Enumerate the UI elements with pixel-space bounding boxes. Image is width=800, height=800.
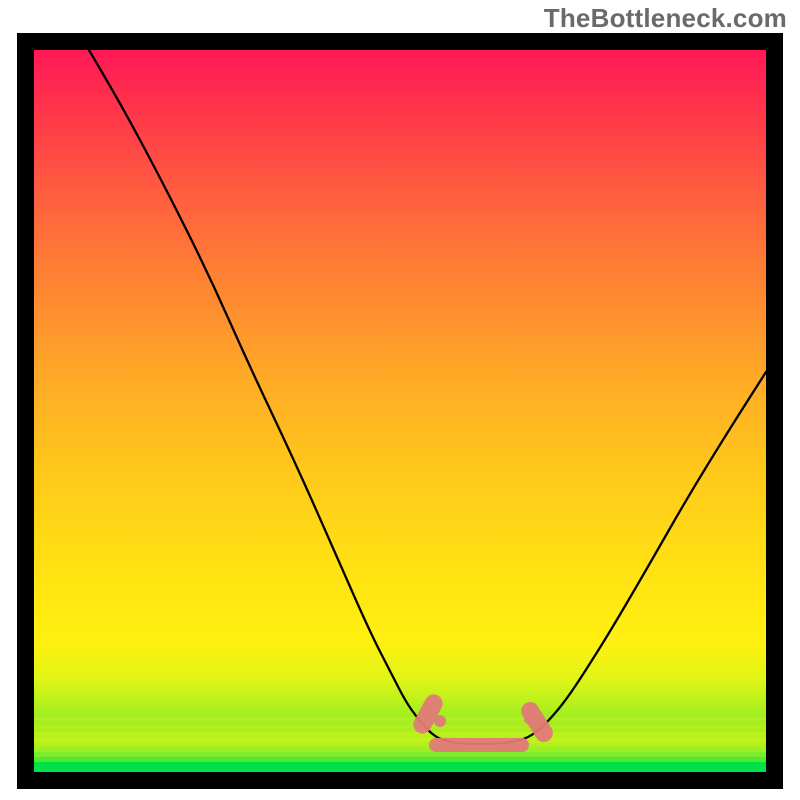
watermark-text: TheBottleneck.com xyxy=(544,3,787,34)
gradient-background xyxy=(34,50,766,772)
bottom-band-6 xyxy=(34,732,766,738)
bottom-band-8 xyxy=(34,717,766,725)
bottom-band-2 xyxy=(34,752,766,757)
plot-area xyxy=(34,50,766,772)
highlight-band-0 xyxy=(422,703,433,724)
bottom-band-0 xyxy=(34,762,766,772)
plot-svg xyxy=(34,50,766,772)
bottom-band-3 xyxy=(34,747,766,752)
bottom-band-5 xyxy=(34,738,766,743)
bottom-band-4 xyxy=(34,743,766,747)
highlight-dot-3 xyxy=(434,715,446,727)
highlight-dot-4 xyxy=(524,714,534,724)
bottom-band-7 xyxy=(34,725,766,732)
chart-root: TheBottleneck.com xyxy=(0,0,800,800)
bottom-band-1 xyxy=(34,757,766,762)
